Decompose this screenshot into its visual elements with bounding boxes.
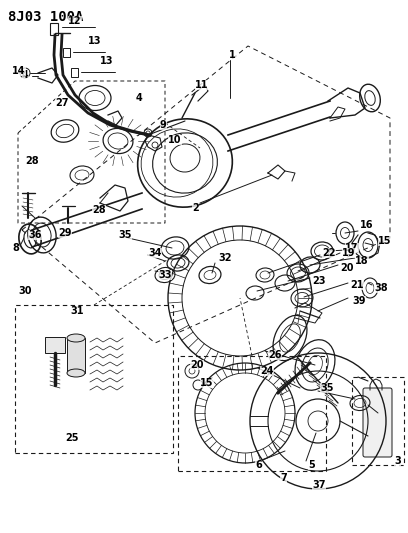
Text: 11: 11 [195, 80, 208, 90]
Ellipse shape [67, 369, 85, 377]
Text: 17: 17 [345, 243, 359, 253]
Ellipse shape [67, 334, 85, 342]
Text: 29: 29 [58, 228, 71, 238]
Text: 39: 39 [352, 296, 366, 306]
Text: 13: 13 [88, 36, 102, 46]
Text: 35: 35 [320, 383, 333, 393]
Text: 18: 18 [355, 256, 368, 266]
Text: 25: 25 [65, 433, 78, 443]
Text: 30: 30 [18, 286, 31, 296]
Text: 26: 26 [268, 350, 282, 360]
Text: 23: 23 [312, 276, 326, 286]
Text: 9: 9 [160, 120, 167, 130]
Text: 10: 10 [168, 135, 182, 145]
FancyBboxPatch shape [363, 388, 392, 457]
Text: 33: 33 [158, 270, 171, 280]
FancyBboxPatch shape [45, 337, 65, 353]
Text: 24: 24 [260, 366, 273, 376]
Text: 19: 19 [342, 248, 355, 258]
Text: 14: 14 [12, 66, 25, 76]
Text: 1: 1 [228, 50, 235, 60]
Text: 15: 15 [378, 236, 392, 246]
FancyBboxPatch shape [71, 68, 78, 77]
Text: 6: 6 [255, 460, 262, 470]
Text: 28: 28 [92, 205, 106, 215]
Text: 16: 16 [360, 220, 373, 230]
Text: 12: 12 [68, 16, 82, 26]
FancyBboxPatch shape [50, 23, 58, 35]
Text: 35: 35 [118, 230, 131, 240]
Text: 20: 20 [190, 360, 204, 370]
Text: 4: 4 [22, 70, 29, 80]
FancyBboxPatch shape [67, 338, 85, 373]
Text: 4: 4 [136, 93, 143, 103]
Text: 37: 37 [312, 480, 326, 490]
Text: 8J03 100A: 8J03 100A [8, 10, 83, 24]
Text: 13: 13 [100, 56, 113, 66]
Text: 3: 3 [394, 456, 401, 466]
Text: 5: 5 [308, 460, 315, 470]
FancyBboxPatch shape [63, 48, 70, 57]
Text: 22: 22 [322, 248, 335, 258]
Text: 8: 8 [12, 243, 19, 253]
Text: 20: 20 [340, 263, 353, 273]
Text: 34: 34 [148, 248, 162, 258]
Text: 31: 31 [70, 306, 84, 316]
Text: 36: 36 [28, 230, 42, 240]
Text: 2: 2 [192, 203, 199, 213]
Text: 32: 32 [218, 253, 231, 263]
Text: 38: 38 [374, 283, 388, 293]
Text: 28: 28 [25, 156, 39, 166]
Text: 7: 7 [280, 473, 287, 483]
Text: 27: 27 [55, 98, 69, 108]
Text: 21: 21 [350, 280, 364, 290]
Text: 15: 15 [200, 378, 213, 388]
